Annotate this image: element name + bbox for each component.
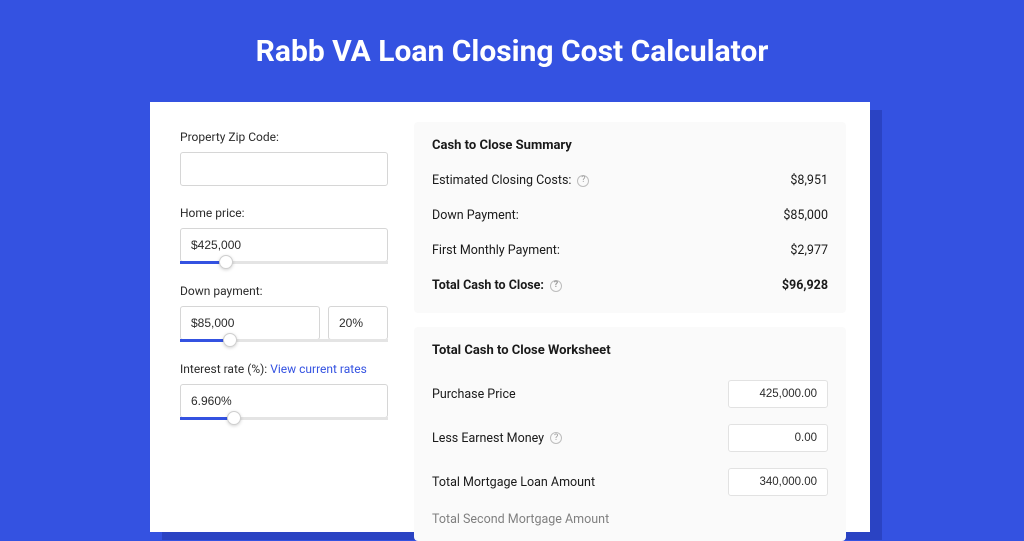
worksheet-title: Total Cash to Close Worksheet — [432, 343, 828, 358]
summary-row: Estimated Closing Costs:? $8,951 — [432, 167, 828, 202]
inputs-column: Property Zip Code: Home price: Down paym… — [150, 102, 410, 532]
summary-row-label: Total Cash to Close: — [432, 278, 544, 293]
down-payment-slider[interactable] — [180, 306, 388, 342]
interest-rate-slider[interactable] — [180, 384, 388, 420]
help-icon[interactable]: ? — [550, 432, 562, 444]
home-price-slider-thumb[interactable] — [219, 255, 233, 269]
worksheet-row-label: Less Earnest Money — [432, 431, 544, 446]
home-price-label: Home price: — [180, 206, 388, 220]
down-payment-percent-input[interactable] — [328, 306, 388, 340]
summary-rows: Estimated Closing Costs:? $8,951 Down Paym… — [432, 167, 828, 307]
page-title: Rabb VA Loan Closing Cost Calculator — [0, 0, 1024, 95]
down-payment-amount-input[interactable] — [180, 306, 320, 340]
help-icon[interactable]: ? — [550, 280, 562, 292]
home-price-field-group: Home price: — [180, 206, 388, 264]
worksheet-row: Total Mortgage Loan Amount — [432, 460, 828, 504]
worksheet-row-label: Purchase Price — [432, 387, 516, 402]
summary-row-label: First Monthly Payment: — [432, 243, 560, 258]
worksheet-row-value-input[interactable] — [728, 468, 828, 496]
summary-row: Down Payment: $85,000 — [432, 202, 828, 237]
interest-rate-input[interactable] — [180, 384, 388, 418]
home-price-slider-track — [180, 261, 388, 264]
worksheet-panel: Total Cash to Close Worksheet Purchase P… — [414, 327, 846, 541]
summary-row-value: $85,000 — [783, 208, 828, 223]
down-payment-slider-thumb[interactable] — [223, 333, 237, 347]
worksheet-row-label: Total Mortgage Loan Amount — [432, 475, 595, 490]
interest-rate-label: Interest rate (%): View current rates — [180, 362, 388, 376]
worksheet-row-value-input[interactable] — [728, 380, 828, 408]
worksheet-row: Less Earnest Money? — [432, 416, 828, 460]
home-price-slider[interactable] — [180, 228, 388, 264]
home-price-input[interactable] — [180, 228, 388, 262]
down-payment-field-group: Down payment: — [180, 284, 388, 342]
interest-rate-slider-thumb[interactable] — [227, 411, 241, 425]
zip-label: Property Zip Code: — [180, 130, 388, 144]
view-rates-link[interactable]: View current rates — [270, 362, 367, 376]
summary-row: Total Cash to Close:? $96,928 — [432, 272, 828, 307]
summary-row-label: Down Payment: — [432, 208, 519, 223]
worksheet-row-value-input[interactable] — [728, 424, 828, 452]
zip-input[interactable] — [180, 152, 388, 186]
summary-row-value: $96,928 — [782, 278, 828, 293]
worksheet-row: Purchase Price — [432, 372, 828, 416]
worksheet-row-cutoff: Total Second Mortgage Amount — [432, 504, 828, 535]
worksheet-cutoff-label: Total Second Mortgage Amount — [432, 512, 609, 527]
interest-rate-field-group: Interest rate (%): View current rates — [180, 362, 388, 420]
interest-rate-slider-track — [180, 417, 388, 420]
zip-field-group: Property Zip Code: — [180, 130, 388, 186]
summary-title: Cash to Close Summary — [432, 138, 828, 153]
down-payment-slider-track — [180, 339, 388, 342]
summary-row-value: $8,951 — [790, 173, 828, 188]
results-column: Cash to Close Summary Estimated Closing … — [410, 102, 870, 532]
summary-row-label: Estimated Closing Costs: — [432, 173, 571, 188]
interest-rate-label-text: Interest rate (%): — [180, 362, 267, 376]
cash-to-close-summary-panel: Cash to Close Summary Estimated Closing … — [414, 122, 846, 313]
calculator-card: Property Zip Code: Home price: Down paym… — [150, 102, 870, 532]
summary-row: First Monthly Payment: $2,977 — [432, 237, 828, 272]
help-icon[interactable]: ? — [577, 175, 589, 187]
down-payment-label: Down payment: — [180, 284, 388, 298]
summary-row-value: $2,977 — [790, 243, 828, 258]
worksheet-rows: Purchase Price Less Earnest Money? Total M… — [432, 372, 828, 504]
